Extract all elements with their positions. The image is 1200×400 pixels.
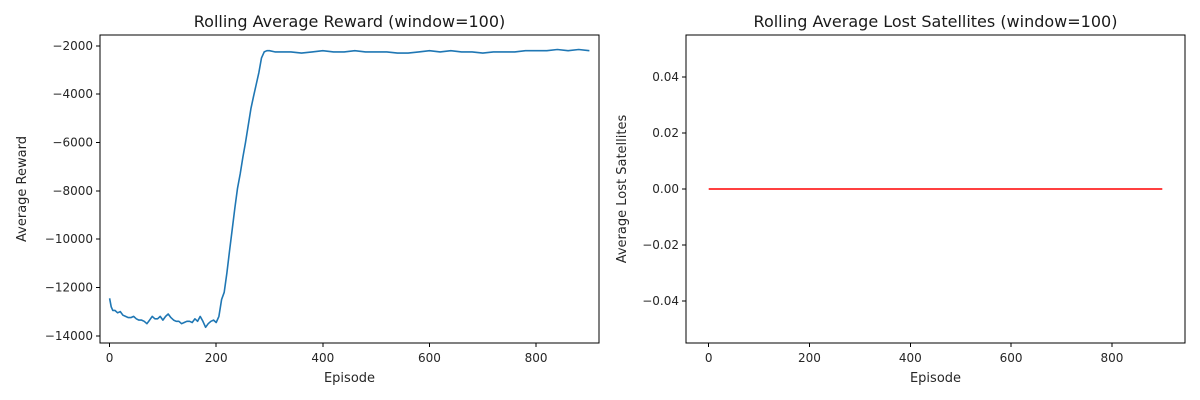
- chart1-plot-frame: [99, 34, 600, 344]
- chart1-y-tick-label: −10000: [45, 232, 93, 246]
- chart1-x-tick-label: 600: [418, 351, 441, 365]
- chart2-x-tick-label: 800: [1100, 351, 1123, 365]
- chart1-y-tick-label: −4000: [52, 87, 93, 101]
- chart2-x-axis-label: Episode: [910, 371, 961, 386]
- chart1-y-axis-label: Average Reward: [15, 136, 30, 242]
- chart1-x-axis-label: Episode: [324, 371, 375, 386]
- chart2-y-axis-label: Average Lost Satellites: [615, 115, 630, 264]
- chart2-y-tick-label: −0.04: [642, 294, 679, 308]
- chart1-series-line: [108, 48, 590, 329]
- chart2-x-tick-label: 0: [705, 351, 713, 365]
- chart1-x-tick-label: 0: [106, 351, 114, 365]
- chart1-x-tick-label: 200: [205, 351, 228, 365]
- chart1-x-tick-label: 400: [311, 351, 334, 365]
- chart2-y-tick-label: 0.04: [652, 70, 679, 84]
- chart1-y-tick-label: −8000: [52, 184, 93, 198]
- chart1-x-tick-label: 800: [525, 351, 548, 365]
- chart1-y-tick-label: −12000: [45, 280, 93, 294]
- chart1-y-tick-label: −14000: [45, 329, 93, 343]
- chart1-y-tick-label: −2000: [52, 39, 93, 53]
- chart2-x-tick-label: 600: [1000, 351, 1023, 365]
- chart2-x-tick-label: 400: [899, 351, 922, 365]
- chart2-y-tick-label: 0.00: [652, 182, 679, 196]
- chart1-y-tick-label: −6000: [52, 135, 93, 149]
- chart1-title: Rolling Average Reward (window=100): [194, 12, 506, 31]
- chart2-y-tick-label: 0.02: [652, 126, 679, 140]
- chart2-y-tick-label: −0.02: [642, 238, 679, 252]
- chart2-title: Rolling Average Lost Satellites (window=…: [754, 12, 1118, 31]
- chart2-x-tick-label: 200: [798, 351, 821, 365]
